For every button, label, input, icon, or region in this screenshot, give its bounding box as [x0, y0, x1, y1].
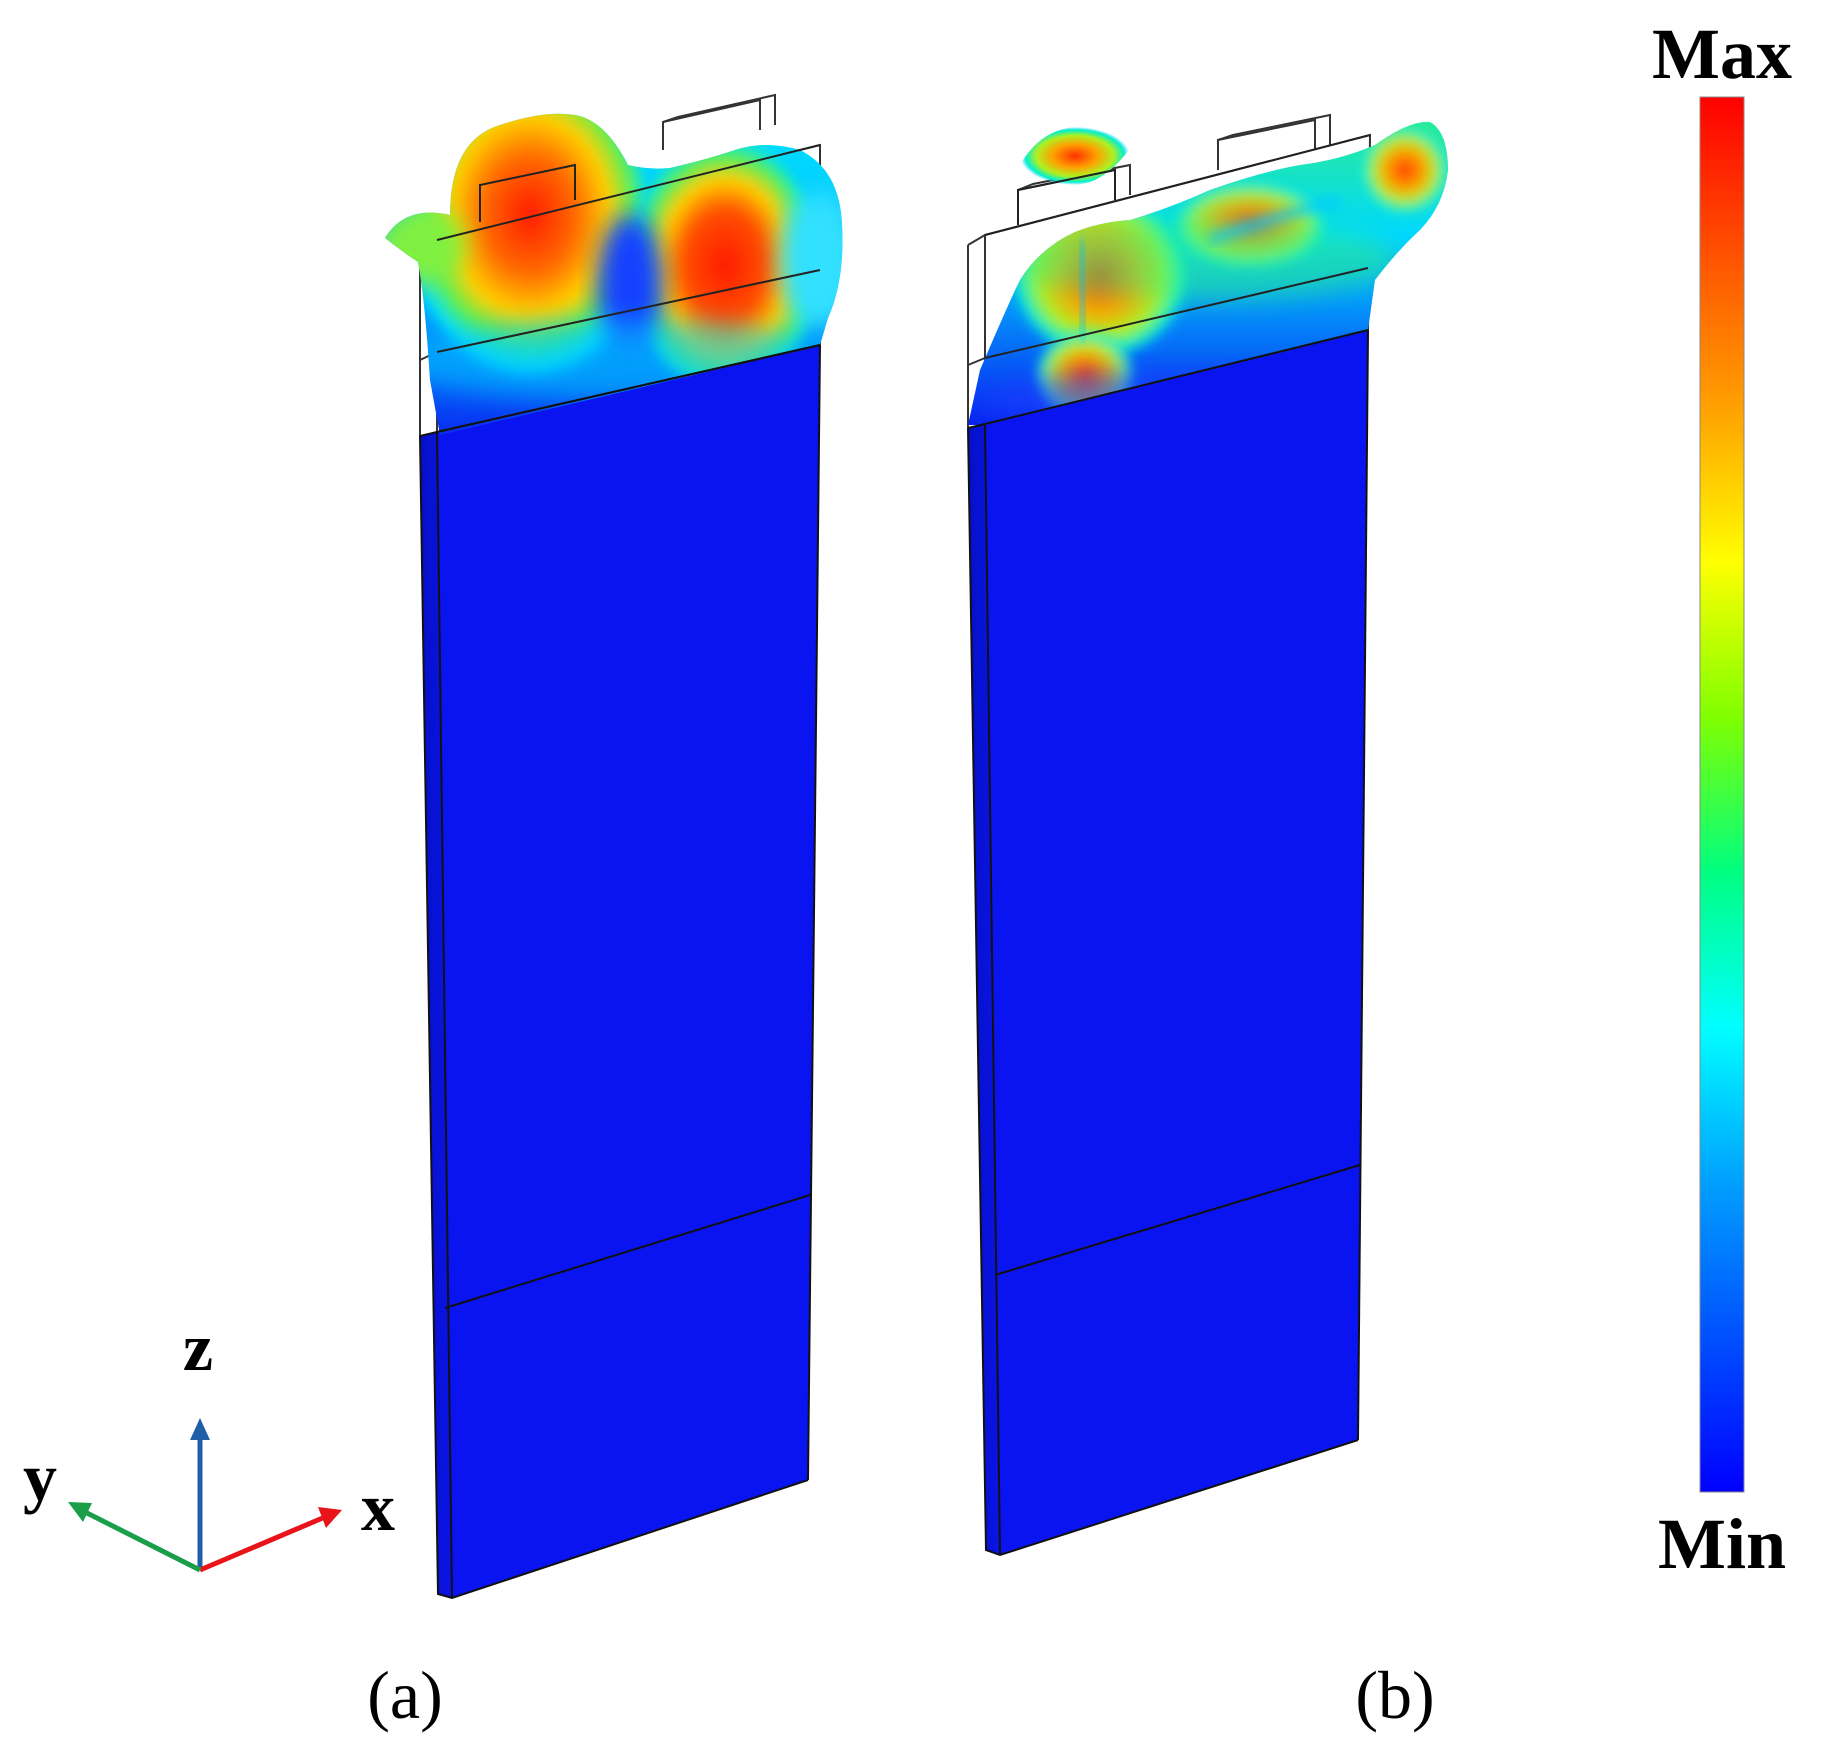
axes-triad: z x y: [23, 1309, 395, 1573]
y-axis-arrowhead: [68, 1502, 92, 1522]
panel-a-label: (a): [367, 1657, 442, 1733]
panel-b-top-bubble: [1020, 126, 1130, 185]
panel-b-battery-model: [967, 113, 1448, 1557]
colorbar-max-label: Max: [1652, 14, 1792, 94]
panel-a-battery-model: [385, 93, 843, 1600]
panel-b-body-outline: [967, 329, 1369, 1557]
y-axis-arrow: [83, 1509, 202, 1573]
z-axis-label: z: [183, 1309, 213, 1385]
colorbar: Max Min: [1652, 14, 1792, 1584]
panel-a-front-face: [437, 345, 820, 1598]
x-axis-arrow: [199, 1514, 326, 1573]
z-axis-arrowhead: [190, 1418, 210, 1440]
panel-b-front-face: [985, 330, 1368, 1555]
panel-a-body-outline: [419, 344, 821, 1600]
colorbar-min-label: Min: [1658, 1504, 1786, 1584]
x-axis-label: x: [361, 1469, 395, 1545]
panel-b-side-face: [968, 424, 1000, 1555]
colorbar-bar: [1699, 96, 1745, 1493]
y-axis-label: y: [23, 1439, 57, 1515]
panel-a-side-face: [420, 432, 452, 1598]
panel-b-label: (b): [1355, 1657, 1434, 1733]
panel-b-wireframe-front: [984, 134, 1371, 359]
x-axis-arrowhead: [318, 1507, 342, 1528]
